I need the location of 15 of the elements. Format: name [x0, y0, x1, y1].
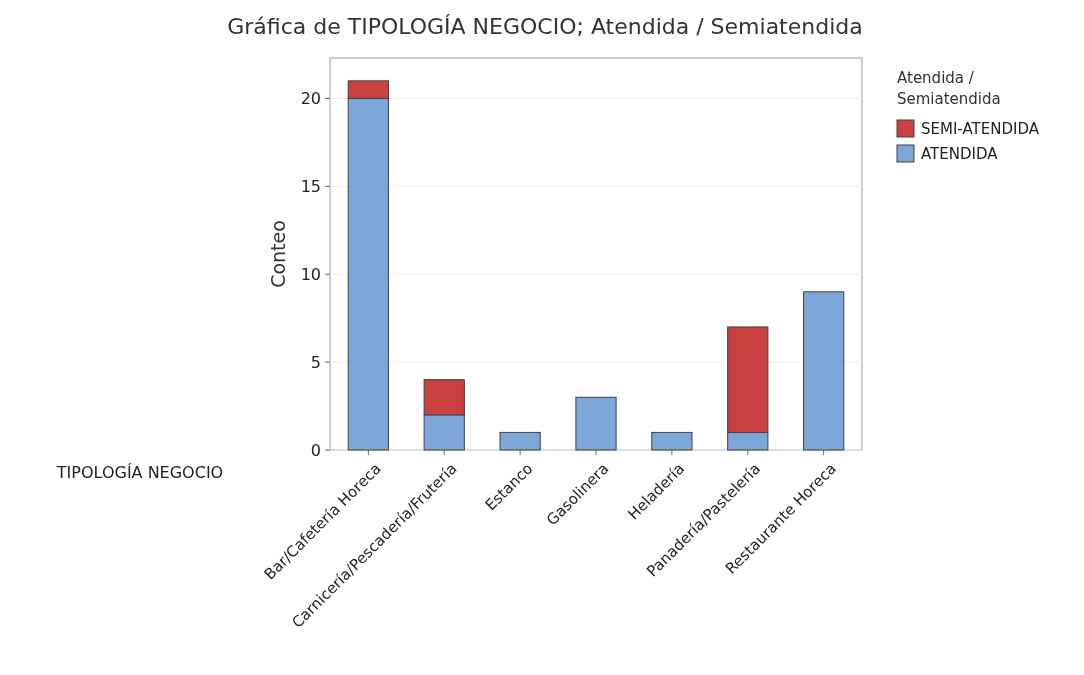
y-tick-label: 5	[310, 352, 321, 372]
y-tick-label: 10	[300, 264, 321, 284]
bar	[803, 291, 845, 451]
legend-title: Atendida / Semiatendida	[897, 69, 1001, 108]
x-axis-title: TIPOLOGÍA NEGOCIO	[55, 463, 224, 482]
y-tick-label: 0	[310, 440, 321, 460]
y-axis-title: Conteo	[267, 220, 289, 288]
y-tick-label: 15	[300, 176, 321, 196]
bar	[499, 431, 541, 451]
legend-label: ATENDIDA	[921, 145, 999, 164]
legend-label: SEMI-ATENDIDA	[921, 120, 1040, 139]
chart-title: Gráfica de TIPOLOGÍA NEGOCIO; Atendida / Semiatendida	[227, 14, 863, 39]
bar	[575, 396, 617, 451]
bar	[651, 431, 693, 451]
y-tick-label: 20	[300, 89, 321, 109]
